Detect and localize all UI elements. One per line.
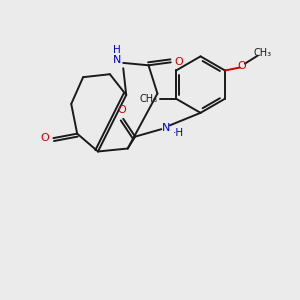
Text: O: O: [41, 133, 50, 143]
Text: CH₃: CH₃: [140, 94, 158, 104]
Text: O: O: [237, 61, 246, 71]
Text: ·H: ·H: [173, 128, 184, 138]
Text: O: O: [117, 106, 126, 116]
Text: H: H: [113, 45, 121, 55]
Text: O: O: [175, 57, 184, 67]
Text: N: N: [113, 55, 122, 65]
Text: N: N: [162, 123, 170, 133]
Text: CH₃: CH₃: [254, 48, 272, 58]
